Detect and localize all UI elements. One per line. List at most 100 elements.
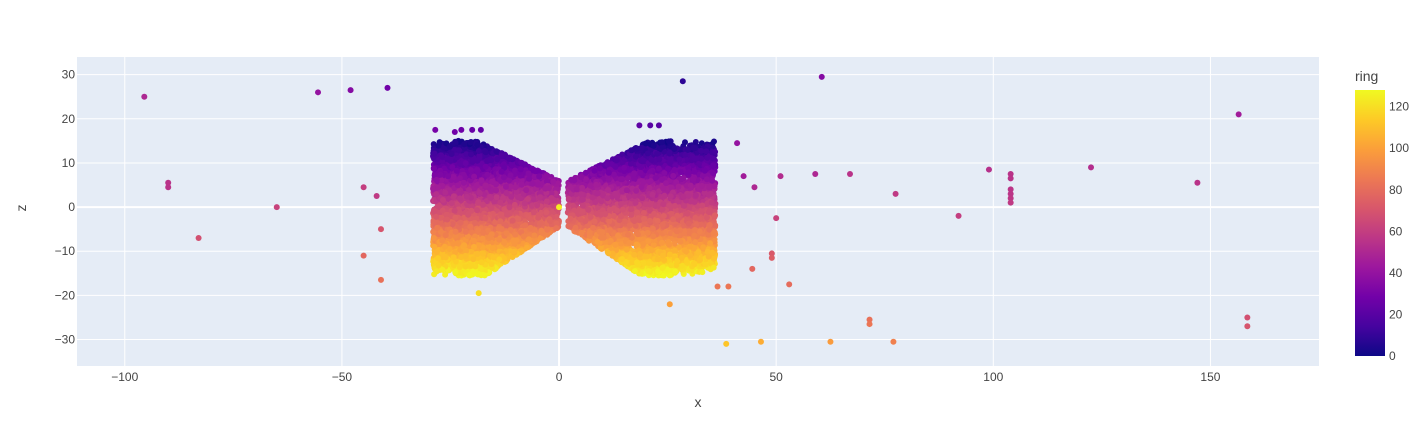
dense-cloud-path [439,143,711,153]
data-point[interactable] [469,126,476,133]
data-point[interactable] [773,215,780,222]
x-tick-label: 50 [769,370,783,384]
data-point[interactable] [866,316,873,323]
dense-cloud-path [440,196,715,209]
dense-cloud-path [444,220,666,229]
colorbar-ticks: 0 20 40 60 80 100 120 [1389,100,1409,363]
data-point[interactable] [647,122,654,129]
y-tick-label: 0 [68,200,75,214]
data-point[interactable] [360,184,367,191]
x-tick-label: −100 [111,370,138,384]
data-point[interactable] [751,184,758,191]
data-point[interactable] [749,265,756,272]
data-point[interactable] [818,73,825,80]
dense-cloud-path [438,151,713,163]
data-point[interactable] [768,254,775,261]
data-point[interactable] [1244,314,1251,321]
data-point[interactable] [451,129,458,136]
data-point[interactable] [655,122,662,129]
y-tick-label: 30 [62,68,76,82]
data-point[interactable] [1007,170,1014,177]
dense-cloud-path [462,249,716,259]
dense-cloud-path [451,146,716,158]
data-point[interactable] [315,89,322,96]
dense-cloud-path [462,246,690,255]
data-point[interactable] [1007,195,1014,202]
dense-cloud-path [439,266,652,275]
y-tick-label: −20 [55,288,76,302]
data-point[interactable] [846,170,853,177]
dense-cloud-path [456,258,640,271]
data-point[interactable] [1007,175,1014,182]
dense-cloud-path [661,251,673,263]
data-point[interactable] [377,276,384,283]
data-point[interactable] [666,301,673,308]
dense-cloud-path [462,159,717,170]
data-point[interactable] [786,281,793,288]
data-point[interactable] [458,126,465,133]
y-tick-label: 20 [62,112,76,126]
colorbar-tick-label: 100 [1389,141,1409,155]
data-point[interactable] [556,204,563,211]
data-point[interactable] [273,204,280,211]
data-point[interactable] [679,78,686,85]
data-point[interactable] [757,338,764,345]
dense-cloud-path [458,250,685,263]
data-point[interactable] [725,283,732,290]
data-point[interactable] [1007,186,1014,193]
dense-cloud-path [439,144,675,153]
data-point[interactable] [373,193,380,200]
data-point[interactable] [165,179,172,186]
data-point[interactable] [377,226,384,233]
colorbar-tick-label: 120 [1389,100,1409,114]
data-point[interactable] [360,252,367,259]
dense-cloud-path [645,238,665,246]
data-point[interactable] [636,122,643,129]
data-point[interactable] [985,166,992,173]
dense-cloud-path [511,248,712,260]
data-point[interactable] [827,338,834,345]
data-point[interactable] [866,321,873,328]
data-point[interactable] [734,140,741,147]
dense-cloud-path [457,243,693,253]
dense-cloud-path [452,231,538,240]
data-point[interactable] [740,173,747,180]
data-point[interactable] [777,173,784,180]
dense-cloud-path [484,170,659,182]
y-tick-label: 10 [62,156,76,170]
data-point[interactable] [1007,190,1014,197]
data-point[interactable] [1235,111,1242,118]
dense-cloud-path [439,243,716,253]
data-point[interactable] [812,170,819,177]
data-point[interactable] [1194,179,1201,186]
dense-cloud-path [471,237,508,246]
data-point[interactable] [714,283,721,290]
dense-cloud-path [621,164,698,175]
data-point[interactable] [1088,164,1095,171]
dense-cloud-path [666,154,683,163]
data-point[interactable] [141,93,148,100]
data-point[interactable] [955,212,962,219]
dense-cloud-path [657,250,694,259]
data-point[interactable] [892,190,899,197]
data-point[interactable] [1244,323,1251,330]
data-point[interactable] [890,338,897,345]
data-point[interactable] [432,126,439,133]
colorbar-gradient [1355,90,1385,356]
data-point[interactable] [768,250,775,257]
dense-cloud-path [634,261,675,269]
data-point[interactable] [723,340,730,347]
colorbar-tick-label: 0 [1389,349,1396,363]
data-point[interactable] [195,234,202,241]
data-point[interactable] [477,126,484,133]
data-point[interactable] [165,184,172,191]
data-point[interactable] [347,87,354,94]
x-tick-label: 150 [1200,370,1220,384]
data-point[interactable] [475,290,482,297]
y-axis-ticks: −30 −20 −10 0 10 20 30 [55,68,76,347]
dense-cloud-path [547,217,692,227]
data-point[interactable] [384,84,391,91]
dense-cloud-path [461,139,673,148]
data-point[interactable] [1007,199,1014,206]
